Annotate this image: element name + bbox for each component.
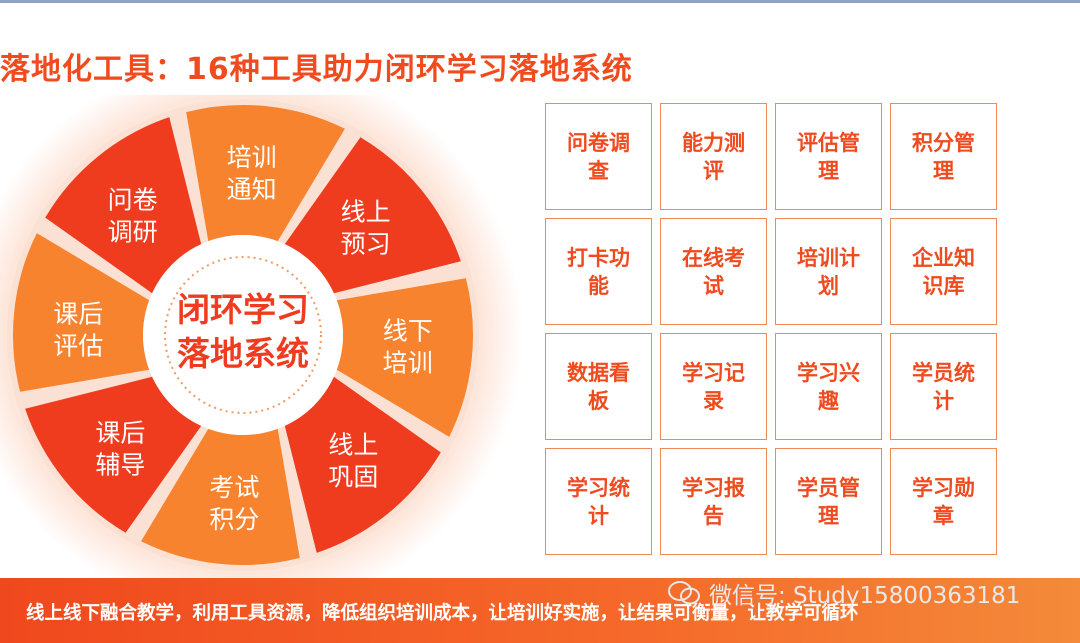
tool-card: 学习兴趣 bbox=[775, 333, 882, 440]
tool-card: 数据看板 bbox=[545, 333, 652, 440]
tool-label: 打卡功能 bbox=[567, 245, 630, 298]
tool-card: 能力测评 bbox=[660, 103, 767, 210]
tool-label: 学习勋章 bbox=[912, 475, 975, 528]
segment-label: 课后 bbox=[53, 299, 103, 328]
tool-label: 评估管理 bbox=[797, 130, 860, 183]
segment-label: 评估 bbox=[53, 331, 103, 360]
tool-card: 问卷调查 bbox=[545, 103, 652, 210]
wheel-segment bbox=[336, 278, 473, 437]
tool-card: 学习报告 bbox=[660, 448, 767, 555]
tool-label: 学习统计 bbox=[567, 475, 630, 528]
tool-label: 积分管理 bbox=[912, 130, 975, 183]
center-line-1: 闭环学习 bbox=[177, 290, 309, 329]
tool-label: 学习报告 bbox=[682, 475, 745, 528]
wechat-icon bbox=[668, 581, 700, 605]
segment-label: 通知 bbox=[227, 175, 277, 204]
tool-card: 学员统计 bbox=[890, 333, 997, 440]
segment-label: 线上 bbox=[328, 431, 378, 460]
tool-label: 能力测评 bbox=[682, 130, 745, 183]
wheel-segment bbox=[284, 376, 441, 553]
wheel-segment bbox=[12, 233, 150, 392]
tool-label: 学习记录 bbox=[682, 360, 745, 413]
segment-label: 巩固 bbox=[328, 463, 378, 492]
segment-label: 调研 bbox=[108, 217, 158, 246]
tool-card: 企业知识库 bbox=[890, 218, 997, 325]
wheel-segment bbox=[186, 105, 345, 242]
tool-label: 学习兴趣 bbox=[797, 360, 860, 413]
tool-card: 学员管理 bbox=[775, 448, 882, 555]
wheel-segment bbox=[141, 428, 300, 565]
page-title: 落地化工具：16种工具助力闭环学习落地系统 bbox=[0, 52, 633, 87]
segment-label: 培训 bbox=[383, 349, 433, 378]
segment-label: 辅导 bbox=[95, 450, 145, 479]
segment-label: 积分 bbox=[209, 505, 259, 534]
tool-card: 培训计划 bbox=[775, 218, 882, 325]
segment-label: 预习 bbox=[341, 230, 391, 259]
tool-card: 打卡功能 bbox=[545, 218, 652, 325]
segment-label: 培训 bbox=[227, 143, 277, 172]
watermark: 微信号: Study15800363181 bbox=[667, 576, 1020, 610]
tool-label: 在线考试 bbox=[682, 245, 745, 298]
segment-label: 问卷 bbox=[108, 185, 158, 214]
segment-label: 课后 bbox=[95, 418, 145, 447]
tool-label: 企业知识库 bbox=[912, 245, 975, 298]
wheel-hub bbox=[143, 235, 343, 435]
wheel-segment bbox=[45, 117, 202, 294]
segment-label: 线下 bbox=[383, 317, 433, 346]
segment-label: 线上 bbox=[341, 198, 391, 227]
tool-card: 在线考试 bbox=[660, 218, 767, 325]
wheel-segment bbox=[284, 137, 461, 294]
segment-label: 考试 bbox=[209, 473, 259, 502]
hub-dotted-ring bbox=[164, 256, 322, 414]
tool-label: 学员管理 bbox=[797, 475, 860, 528]
tool-label: 学员统计 bbox=[912, 360, 975, 413]
watermark-text: 微信号: Study15800363181 bbox=[709, 583, 1021, 609]
footer-text: 线上线下融合教学，利用工具资源，降低组织培训成本，让培训好实施，让结果可衡量，让… bbox=[26, 603, 859, 624]
tool-card: 评估管理 bbox=[775, 103, 882, 210]
tool-card: 学习记录 bbox=[660, 333, 767, 440]
tool-card: 学习勋章 bbox=[890, 448, 997, 555]
tool-label: 培训计划 bbox=[797, 245, 860, 298]
center-line-2: 落地系统 bbox=[177, 334, 309, 373]
tool-card: 积分管理 bbox=[890, 103, 997, 210]
wheel-segment bbox=[25, 376, 202, 533]
top-divider bbox=[0, 0, 1080, 3]
tool-label: 问卷调查 bbox=[567, 130, 630, 183]
footer-banner: 线上线下融合教学，利用工具资源，降低组织培训成本，让培训好实施，让结果可衡量，让… bbox=[0, 578, 1080, 643]
tool-label: 数据看板 bbox=[567, 360, 630, 413]
tool-card: 学习统计 bbox=[545, 448, 652, 555]
tool-grid: 问卷调查 能力测评 评估管理 积分管理打卡功能 在线考试 培训计划 企业知识库数据看板 学习记… bbox=[545, 103, 997, 556]
